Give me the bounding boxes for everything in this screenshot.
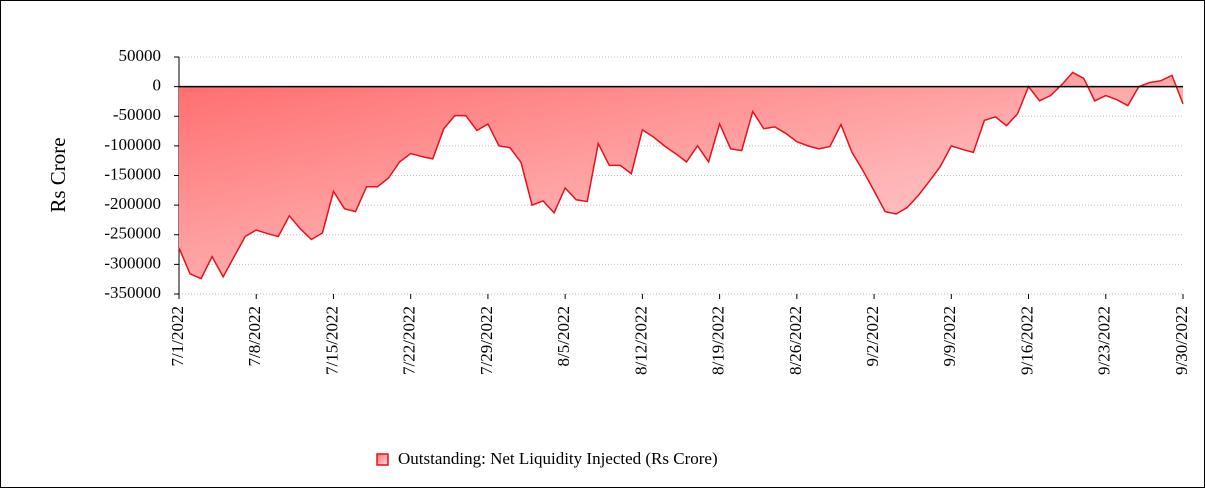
y-tick-label: 0	[153, 76, 162, 95]
y-tick-label: -200000	[104, 194, 161, 213]
x-tick-label: 8/5/2022	[554, 306, 573, 366]
y-tick-label: -250000	[104, 224, 161, 243]
area-line	[178, 71, 1184, 280]
area-fill	[179, 72, 1183, 279]
x-tick-label: 8/26/2022	[786, 306, 805, 375]
legend-swatch	[376, 453, 389, 466]
x-tick-label: 7/29/2022	[477, 306, 496, 375]
y-tick-label: -150000	[104, 164, 161, 183]
y-tick-label: -350000	[104, 283, 161, 302]
y-axis-label: Rs Crore	[46, 137, 70, 212]
y-tick-label: -100000	[104, 135, 161, 154]
y-tick-label: 50000	[119, 46, 162, 65]
y-tick-label: -50000	[113, 105, 161, 124]
x-tick-label: 9/30/2022	[1172, 306, 1191, 375]
x-tick-label: 9/9/2022	[940, 306, 959, 366]
x-tick-label: 7/22/2022	[400, 306, 419, 375]
x-tick-label: 7/8/2022	[245, 306, 264, 366]
x-tick-label: 9/23/2022	[1095, 306, 1114, 375]
x-tick-label: 8/19/2022	[709, 306, 728, 375]
y-tick-label: -300000	[104, 253, 161, 272]
legend-label: Outstanding: Net Liquidity Injected (Rs …	[398, 449, 718, 468]
x-tick-label: 9/2/2022	[863, 306, 882, 366]
x-tick-label: 7/15/2022	[322, 306, 341, 375]
x-tick-label: 8/12/2022	[631, 306, 650, 375]
x-tick-label: 9/16/2022	[1017, 306, 1036, 375]
x-tick-label: 7/1/2022	[168, 306, 187, 366]
